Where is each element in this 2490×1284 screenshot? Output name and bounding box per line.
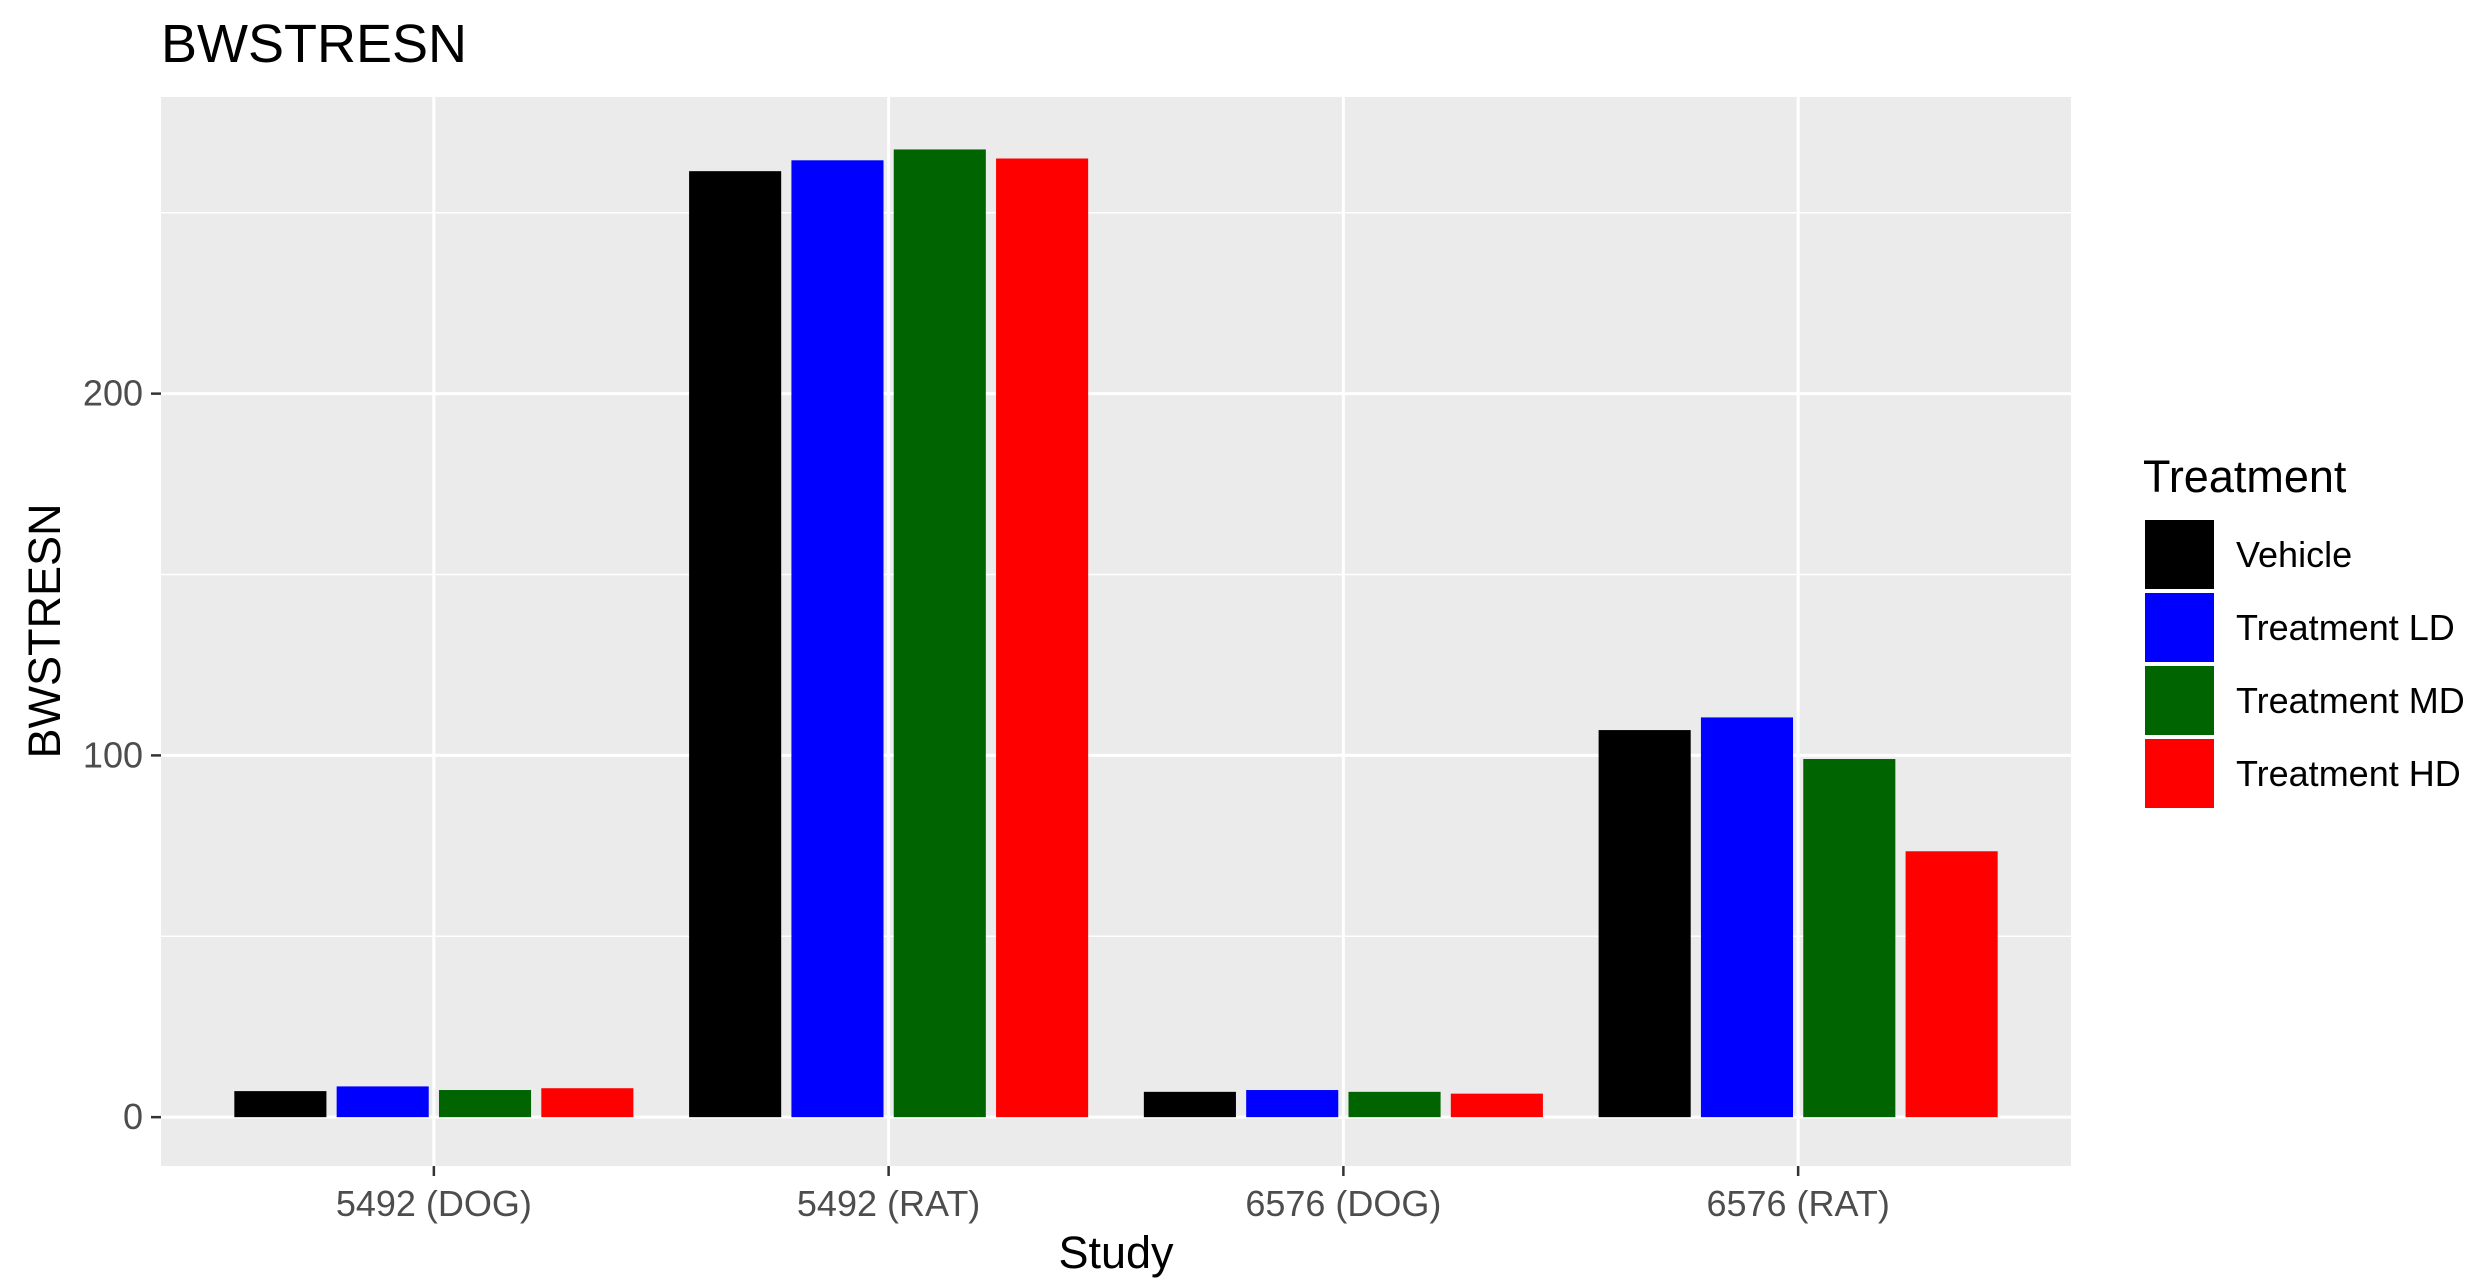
bar [1143, 1091, 1236, 1118]
y-tick-label: 200 [83, 373, 143, 414]
y-tick-label: 0 [123, 1096, 143, 1137]
legend-title: Treatment [2143, 451, 2347, 502]
bar [791, 160, 884, 1118]
axes: 0 100 200 5492 (DOG) 5492 (RAT) 6576 (DOG) 657… [83, 373, 1890, 1224]
bar [893, 149, 986, 1118]
bar [1450, 1093, 1543, 1118]
bar [336, 1086, 429, 1118]
legend-label: Treatment HD [2236, 753, 2461, 794]
y-tick-label: 100 [83, 734, 143, 775]
legend-swatch [2145, 520, 2214, 589]
bar [1700, 717, 1794, 1118]
x-tick-label: 6576 (DOG) [1245, 1183, 1441, 1224]
x-tick-label: 5492 (RAT) [797, 1183, 980, 1224]
legend-swatch [2145, 593, 2214, 662]
bar [438, 1090, 532, 1118]
legend-label: Treatment MD [2236, 680, 2465, 721]
chart-title: BWSTRESN [161, 14, 467, 74]
bar [234, 1091, 327, 1118]
bar [996, 158, 1089, 1118]
legend-label: Vehicle [2236, 534, 2352, 575]
x-axis-title: Study [1058, 1227, 1174, 1278]
bar [1905, 851, 1998, 1118]
bar [1598, 730, 1691, 1118]
legend-swatch [2145, 666, 2214, 735]
bar [689, 171, 782, 1118]
bar [1803, 759, 1896, 1118]
y-axis-title: BWSTRESN [19, 503, 70, 758]
legend-swatch [2145, 739, 2214, 808]
x-tick-label: 6576 (RAT) [1706, 1183, 1889, 1224]
x-tick-label: 5492 (DOG) [336, 1183, 532, 1224]
legend-label: Treatment LD [2236, 607, 2455, 648]
bar [1246, 1090, 1339, 1118]
bar [1348, 1091, 1441, 1118]
bars [234, 149, 1998, 1118]
legend: Treatment Vehicle Treatment LD Treatment M… [2143, 451, 2465, 808]
bar [541, 1088, 634, 1118]
